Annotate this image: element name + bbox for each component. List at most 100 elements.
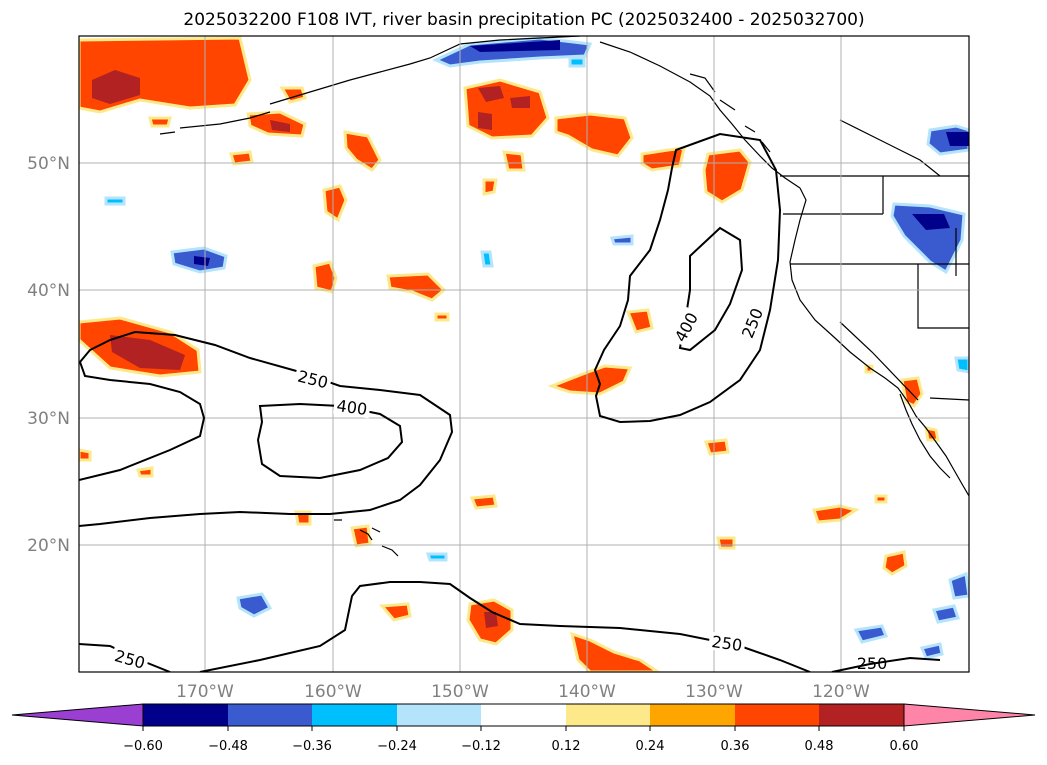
anomaly-neg-sw-4 (919, 642, 944, 660)
anomaly-small-1 (716, 536, 736, 550)
anomaly-north-central-core (478, 86, 530, 130)
anomaly-502-52n (502, 150, 526, 172)
negative-anomalies (104, 36, 969, 660)
aleutian-islands (159, 111, 271, 135)
anomaly-neg-165w-15n (236, 592, 273, 618)
anomaly-neg-small-3 (480, 250, 494, 268)
baja-peninsula (899, 393, 951, 479)
anomaly-small-3 (874, 494, 888, 504)
anomaly-west-mid-core (110, 335, 185, 370)
anomaly-neg-small-5 (568, 56, 586, 68)
colorbar-tick-label: −0.48 (208, 739, 248, 754)
colorbar-bin (650, 704, 735, 726)
anomaly-147w-14n-core (484, 612, 498, 628)
lon-label: 140°W (558, 682, 616, 702)
anomaly-aleut-2 (279, 86, 307, 104)
colorbar-bin (566, 704, 650, 726)
anomaly-neg-small-4 (425, 552, 448, 562)
state-borders (783, 119, 969, 401)
anomaly-130w-27n (703, 438, 730, 456)
anomaly-neg-small-6 (954, 356, 969, 374)
anomaly-155w-15n (378, 602, 412, 622)
lon-label: 120°W (812, 682, 870, 702)
lon-label: 130°W (685, 682, 743, 702)
lon-label: 150°W (431, 682, 489, 702)
anomaly-488-48n (482, 178, 498, 196)
anomaly-neg-167w-43n-core (194, 256, 210, 266)
anomaly-neg-small-2 (609, 234, 634, 246)
colorbar-tick-label: 0.24 (636, 739, 665, 754)
colorbar-tick-label: −0.24 (377, 739, 417, 754)
anomaly-west-28n (79, 448, 92, 462)
colorbar-bin (397, 704, 481, 726)
anomaly-neg-small-1 (104, 196, 126, 206)
anomaly-cent-35n (547, 364, 633, 396)
anomaly-148w-23n (469, 494, 498, 510)
colorbar-bin (481, 704, 566, 726)
west-coast-us (789, 187, 969, 497)
alaska-coast (269, 36, 801, 189)
anomaly-neg-sw-1 (853, 624, 889, 644)
gridlines (79, 36, 969, 672)
anomaly-baja (924, 426, 940, 442)
map-background (79, 36, 969, 672)
map-frame (78, 35, 970, 673)
lat-axis: 50°N 40°N 30°N 20°N (27, 154, 70, 556)
anomaly-nw-core (92, 70, 140, 104)
lon-axis: 170°W 160°W 150°W 140°W 130°W 120°W (176, 682, 870, 702)
map-panel: 250 400 400 250 250 250 250 (78, 35, 970, 673)
lat-label: 20°N (27, 536, 70, 556)
lat-label: 40°N (27, 281, 70, 301)
anomaly-neg-bc-core (946, 132, 969, 146)
anomaly-aleut-1-core (270, 120, 290, 132)
map-title: 2025032200 F108 IVT, river basin precipi… (183, 10, 864, 30)
colorbar-bin (228, 704, 312, 726)
colorbar-tick-label: −0.60 (123, 739, 163, 754)
alaska-southeast-islands (689, 73, 771, 153)
anomaly-small-2 (434, 312, 450, 322)
anomaly-160w-41n (312, 260, 338, 294)
anomaly-dot-b (148, 116, 172, 128)
anomaly-cent-37n (625, 308, 654, 334)
contour-label: 250 (857, 654, 888, 673)
anomaly-southern-mx (882, 550, 908, 576)
colorbar-bin (819, 704, 904, 726)
coastlines (159, 36, 969, 557)
colorbar-tick-label: 0.48 (805, 739, 834, 754)
anomaly-neg-sw-2 (932, 604, 960, 624)
anomaly-160w-47n (322, 184, 348, 223)
colorbar-tick-label: −0.12 (461, 739, 501, 754)
anomaly-160w-52n (343, 130, 382, 172)
anomaly-dot-c (136, 466, 154, 478)
lat-label: 30°N (27, 409, 70, 429)
anomaly-dot-a (229, 150, 254, 166)
anomaly-neg-idaho-core (912, 214, 950, 230)
anomaly-neg-gulf-alaska-core (470, 40, 560, 52)
colorbar-bin (312, 704, 397, 726)
contour-label: 250 (710, 632, 743, 655)
colorbar-tick-label: 0.12 (552, 739, 581, 754)
lon-label: 170°W (176, 682, 234, 702)
lat-label: 50°N (27, 154, 70, 174)
colorbar-ticks (142, 726, 905, 731)
contour-250-east (593, 132, 782, 424)
colorbar-extend-min (11, 703, 144, 727)
contour-250-west (79, 330, 454, 527)
anomaly-118w-22n (812, 504, 860, 524)
colorbar: −0.60 −0.48 −0.36 −0.24 −0.12 0.12 0.24 … (11, 703, 1036, 754)
anomaly-140w-12n (569, 631, 661, 672)
colorbar-tick-label: −0.36 (292, 739, 332, 754)
colorbar-extend-max (903, 703, 1036, 727)
colorbar-bin (143, 704, 228, 726)
colorbar-bin (735, 704, 819, 726)
colorbar-tick-label: 0.60 (890, 739, 919, 754)
anomaly-dot-d (864, 364, 874, 374)
anomaly-148w-41n (386, 272, 447, 302)
colorbar-tick-label: 0.36 (721, 739, 750, 754)
anomaly-hawaii-b (350, 524, 372, 548)
contour-label: 400 (335, 396, 368, 419)
colorbar-frame (142, 703, 905, 727)
anomaly-neg-sw-3 (948, 571, 969, 600)
anomaly-n-620 (554, 112, 634, 158)
